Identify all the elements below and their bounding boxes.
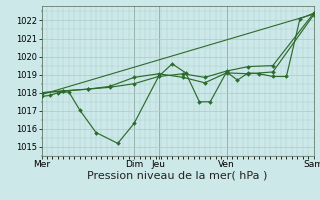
X-axis label: Pression niveau de la mer( hPa ): Pression niveau de la mer( hPa ) xyxy=(87,171,268,181)
